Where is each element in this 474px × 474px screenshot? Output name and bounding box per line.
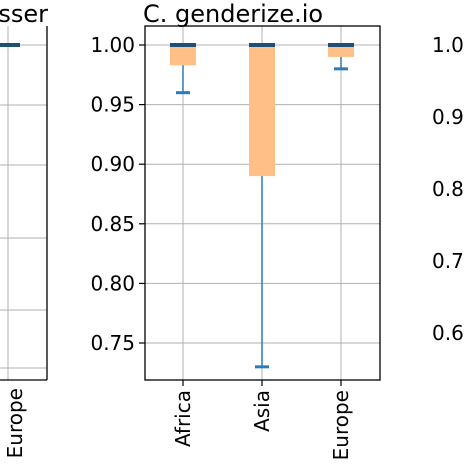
y-tick-label: 0.85: [90, 212, 135, 236]
right-panel-ytick-label: 0.7: [432, 249, 464, 273]
box-series: [170, 43, 354, 369]
x-axis-ticks: Africa Asia Europe: [171, 380, 353, 460]
box-iqr: [170, 45, 196, 66]
y-tick-label: 0.90: [90, 152, 135, 176]
right-panel-ytick-label: 1.0: [432, 33, 464, 57]
right-panel-ytick-label: 0.8: [432, 177, 464, 201]
x-tick-label: Europe: [329, 390, 353, 460]
box-europe: [328, 43, 354, 71]
right-panel-ytick-label: 0.9: [432, 105, 464, 129]
y-axis-ticks: 0.75 0.80 0.85 0.90 0.95 1.00: [90, 33, 145, 355]
left-panel-grid: [0, 26, 47, 380]
y-tick-label: 0.80: [90, 271, 135, 295]
y-tick-label: 0.75: [90, 331, 135, 355]
x-tick-label: Africa: [171, 390, 195, 447]
chart-title: C. genderize.io: [143, 0, 323, 28]
box-asia: [249, 43, 275, 369]
right-panel-ytick-label: 0.6: [432, 321, 464, 345]
x-tick-label: Asia: [250, 390, 274, 432]
y-tick-label: 1.00: [90, 33, 135, 57]
box-iqr: [328, 45, 354, 57]
box-iqr: [249, 45, 275, 177]
left-panel-title-fragment: sser: [0, 0, 48, 28]
right-panel-fragment: 1.0 0.9 0.8 0.7 0.6: [432, 33, 464, 345]
panel-c: C. genderize.io 0.75 0.80 0.85 0.90 0.95 1.00…: [90, 0, 381, 460]
box-africa: [170, 43, 196, 95]
left-panel-fragment: sser Europe: [0, 0, 48, 458]
left-panel-xtick-fragment: Europe: [3, 388, 27, 458]
y-tick-label: 0.95: [90, 93, 135, 117]
